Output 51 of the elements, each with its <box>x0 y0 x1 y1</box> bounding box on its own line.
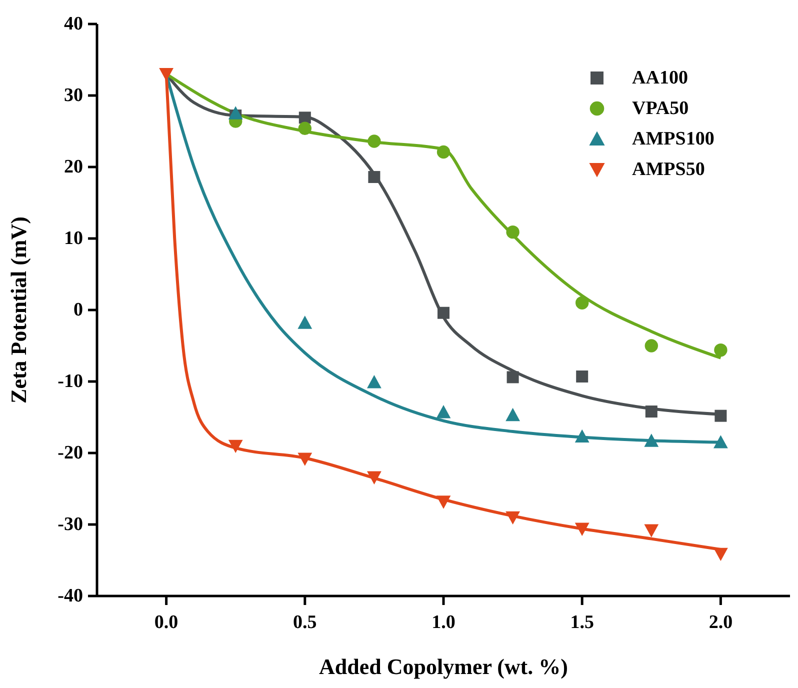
point <box>367 375 382 388</box>
x-tick-label: 1.0 <box>432 612 456 633</box>
point <box>228 440 243 454</box>
point <box>644 524 659 538</box>
legend-label: AA100 <box>632 68 688 88</box>
point <box>506 371 519 384</box>
point <box>368 134 381 148</box>
point <box>436 496 451 509</box>
y-tick-label: -30 <box>58 514 83 535</box>
legend-label: AMPS50 <box>632 159 705 180</box>
y-tick-label: 20 <box>64 156 83 178</box>
point <box>714 435 728 448</box>
point <box>714 410 727 422</box>
point <box>298 112 311 124</box>
point <box>298 122 312 135</box>
point <box>576 296 589 310</box>
point <box>574 522 590 536</box>
y-tick-label: -10 <box>58 371 83 392</box>
point <box>436 145 450 159</box>
point <box>368 171 380 184</box>
point <box>714 343 728 357</box>
x-tick-label: 2.0 <box>708 612 733 633</box>
y-axis-title: Zeta Potential (mV) <box>6 216 31 404</box>
x-tick-label: 1.5 <box>570 612 594 633</box>
point <box>506 225 520 239</box>
x-tick-label: 0.0 <box>154 612 178 633</box>
point <box>298 452 312 466</box>
point <box>644 339 658 352</box>
y-tick-label: 40 <box>64 14 83 34</box>
y-tick-label: 30 <box>64 85 83 106</box>
point <box>644 434 659 447</box>
point <box>228 106 243 120</box>
x-axis-title: Added Copolymer (wt. %) <box>319 654 568 679</box>
y-tick-label: 0 <box>74 300 83 320</box>
x-tick-label: 0.5 <box>293 612 317 633</box>
y-tick-label: -40 <box>58 586 83 606</box>
point <box>506 511 520 525</box>
point <box>159 68 174 82</box>
y-tick-label: -20 <box>58 442 83 464</box>
point <box>298 316 312 329</box>
point <box>574 429 590 443</box>
y-tick-label: 10 <box>64 228 83 249</box>
legend-label: VPA50 <box>632 98 689 119</box>
point <box>506 408 520 422</box>
point <box>645 406 658 418</box>
point <box>367 471 382 485</box>
point <box>436 405 451 418</box>
point <box>714 548 728 562</box>
point <box>576 370 588 382</box>
legend-label: AMPS100 <box>632 128 714 150</box>
point <box>438 306 450 319</box>
